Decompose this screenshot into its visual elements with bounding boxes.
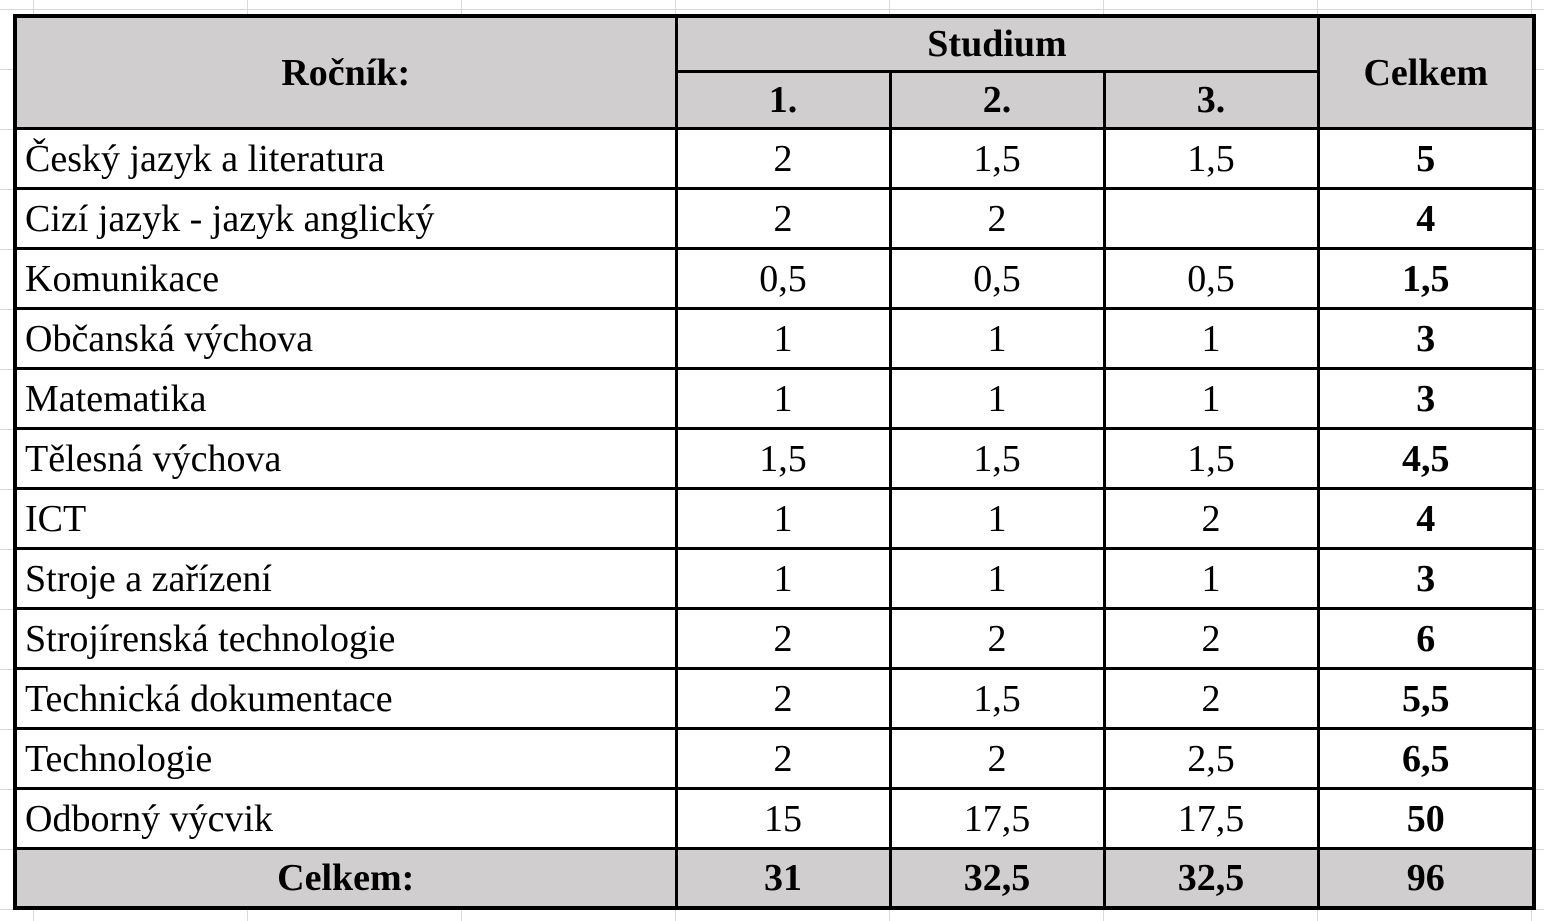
table-row: Odborný výcvik 15 17,5 17,5 50 [13,787,1536,850]
year-3-cell: 2 [1102,607,1320,670]
row-total-cell: 6 [1316,607,1536,670]
table-row: Komunikace 0,5 0,5 0,5 1,5 [13,247,1536,310]
subject-cell: Strojírenská technologie [13,607,678,670]
row-total-cell: 4 [1316,187,1536,250]
year-1-cell: 2 [674,607,892,670]
table-row: ICT 1 1 2 4 [13,487,1536,550]
year-2-cell: 1 [888,307,1106,370]
year-3-total: 32,5 [1102,847,1320,910]
subject-cell: ICT [13,487,678,550]
year-3-cell: 1 [1102,547,1320,610]
year-1-cell: 2 [674,727,892,790]
header-row-top: Ročník: Studium Celkem [13,14,1536,130]
year-3-cell: 1,5 [1102,127,1320,190]
year-2-cell: 17,5 [888,787,1106,850]
row-total-cell: 6,5 [1316,727,1536,790]
year-1-cell: 1 [674,547,892,610]
table-row: Tělesná výchova 1,5 1,5 1,5 4,5 [13,427,1536,490]
grand-total: 96 [1316,847,1536,910]
year-1-cell: 1 [674,307,892,370]
subject-cell: Tělesná výchova [13,427,678,490]
year-2-cell: 1 [888,547,1106,610]
row-total-cell: 5 [1316,127,1536,190]
year-3-cell: 1 [1102,367,1320,430]
year-3-cell: 1,5 [1102,427,1320,490]
year-2-header: 2. [888,70,1106,130]
row-total-cell: 1,5 [1316,247,1536,310]
year-2-cell: 1,5 [888,427,1106,490]
year-2-cell: 2 [888,607,1106,670]
year-2-cell: 1,5 [888,667,1106,730]
row-total-cell: 50 [1316,787,1536,850]
subject-cell: Matematika [13,367,678,430]
table-row: Občanská výchova 1 1 1 3 [13,307,1536,370]
totals-label: Celkem: [13,847,678,910]
totals-row: Celkem: 31 32,5 32,5 96 [13,847,1536,910]
year-3-header: 3. [1102,70,1320,130]
table-row: Matematika 1 1 1 3 [13,367,1536,430]
year-1-cell: 15 [674,787,892,850]
year-1-cell: 0,5 [674,247,892,310]
row-total-cell: 4,5 [1316,427,1536,490]
year-1-cell: 1 [674,367,892,430]
year-1-cell: 1,5 [674,427,892,490]
year-1-cell: 2 [674,127,892,190]
curriculum-table: Ročník: Studium Celkem 1. 2. 3. Český ja… [13,14,1536,910]
year-3-cell: 17,5 [1102,787,1320,850]
subject-cell: Odborný výcvik [13,787,678,850]
subject-cell: Cizí jazyk - jazyk anglický [13,187,678,250]
year-2-cell: 1 [888,367,1106,430]
year-1-cell: 2 [674,667,892,730]
year-2-cell: 0,5 [888,247,1106,310]
year-3-cell: 2 [1102,487,1320,550]
subject-cell: Občanská výchova [13,307,678,370]
year-2-cell: 2 [888,727,1106,790]
year-3-cell: 0,5 [1102,247,1320,310]
row-total-cell: 3 [1316,547,1536,610]
year-2-total: 32,5 [888,847,1106,910]
subject-cell: Technologie [13,727,678,790]
row-total-cell: 3 [1316,307,1536,370]
year-2-cell: 1 [888,487,1106,550]
total-header: Celkem [1316,14,1536,130]
year-1-cell: 1 [674,487,892,550]
table-row: Cizí jazyk - jazyk anglický 2 2 4 [13,187,1536,250]
table-row: Český jazyk a literatura 2 1,5 1,5 5 [13,127,1536,190]
grade-header: Ročník: [13,14,678,130]
year-3-cell [1102,187,1320,250]
year-3-cell: 2 [1102,667,1320,730]
year-3-cell: 1 [1102,307,1320,370]
year-1-cell: 2 [674,187,892,250]
year-1-total: 31 [674,847,892,910]
subject-cell: Stroje a zařízení [13,547,678,610]
year-2-cell: 2 [888,187,1106,250]
table-row: Technologie 2 2 2,5 6,5 [13,727,1536,790]
table-row: Strojírenská technologie 2 2 2 6 [13,607,1536,670]
year-2-cell: 1,5 [888,127,1106,190]
subject-cell: Technická dokumentace [13,667,678,730]
header-row-years: 1. 2. 3. [15,70,1534,130]
row-total-cell: 5,5 [1316,667,1536,730]
subject-cell: Český jazyk a literatura [13,127,678,190]
study-header: Studium [674,14,1320,73]
year-3-cell: 2,5 [1102,727,1320,790]
row-total-cell: 4 [1316,487,1536,550]
subject-cell: Komunikace [13,247,678,310]
year-1-header: 1. [674,70,892,130]
table-row: Stroje a zařízení 1 1 1 3 [13,547,1536,610]
row-total-cell: 3 [1316,367,1536,430]
table-row: Technická dokumentace 2 1,5 2 5,5 [13,667,1536,730]
